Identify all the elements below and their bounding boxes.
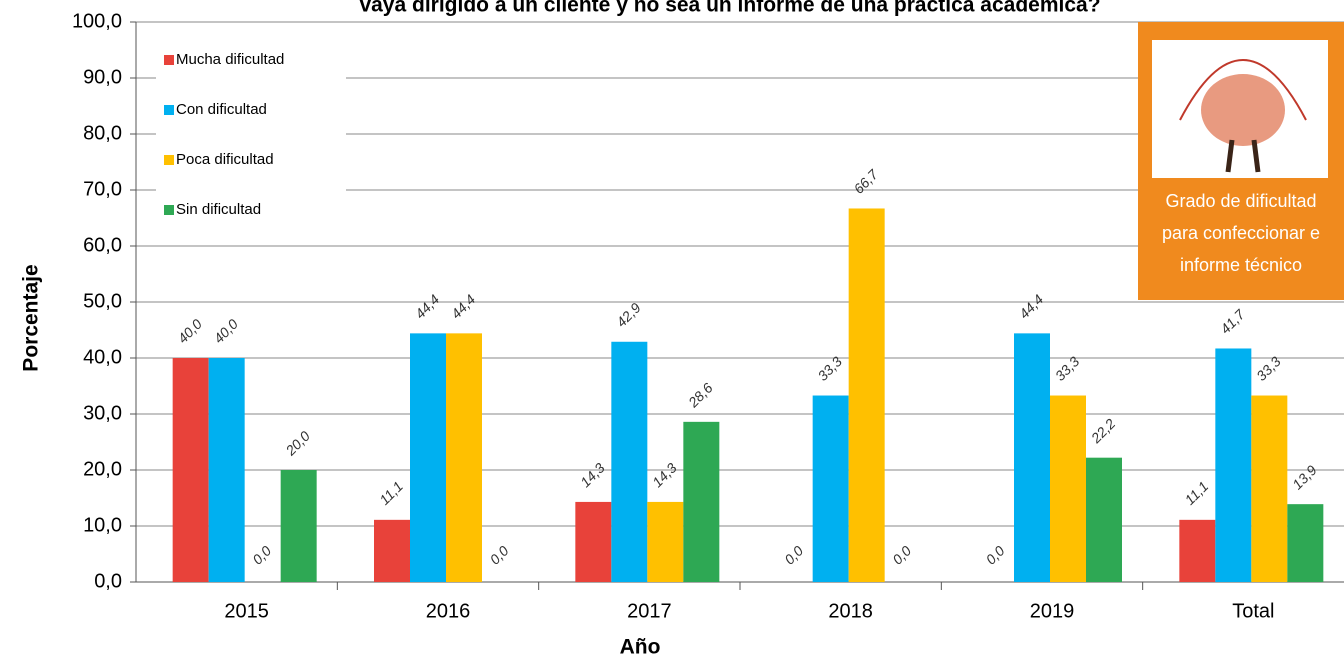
inset-caption: informe técnico — [1180, 255, 1302, 275]
value-label: 0,0 — [249, 542, 274, 567]
value-label: 22,2 — [1087, 415, 1118, 446]
x-tick-label: 2015 — [224, 600, 269, 622]
value-label: 0,0 — [487, 542, 512, 567]
bar — [1086, 458, 1122, 582]
bar — [1287, 504, 1323, 582]
chart-title: vaya dirigido a un cliente y no sea un i… — [359, 0, 1100, 17]
value-label: 0,0 — [781, 542, 806, 567]
y-tick-label: 10,0 — [83, 514, 122, 536]
y-tick-label: 60,0 — [83, 234, 122, 256]
bar — [446, 333, 482, 582]
x-tick-label: 2016 — [426, 600, 471, 622]
legend-swatch — [164, 155, 174, 165]
legend-swatch — [164, 205, 174, 215]
bar — [575, 502, 611, 582]
value-label: 11,1 — [376, 478, 406, 508]
legend-label: Con dificultad — [176, 101, 267, 118]
bar — [647, 502, 683, 582]
legend-swatch — [164, 105, 174, 115]
value-label: 20,0 — [282, 428, 313, 459]
inset-caption: para confeccionar e — [1162, 223, 1320, 243]
y-tick-label: 100,0 — [72, 10, 122, 32]
value-label: 11,1 — [1181, 478, 1211, 508]
y-tick-label: 70,0 — [83, 178, 122, 200]
x-tick-label: 2019 — [1030, 600, 1075, 622]
value-label: 40,0 — [210, 316, 241, 347]
value-label: 14,3 — [649, 460, 680, 491]
value-label: 44,4 — [412, 291, 443, 322]
x-axis-title: Año — [620, 636, 661, 659]
bar — [1050, 396, 1086, 582]
bar — [611, 342, 647, 582]
bar — [1215, 348, 1251, 582]
bar — [849, 208, 885, 582]
inset-brain — [1201, 74, 1285, 146]
x-tick-label: Total — [1232, 600, 1274, 622]
value-label: 66,7 — [850, 165, 881, 196]
bar — [1251, 396, 1287, 582]
y-tick-label: 90,0 — [83, 66, 122, 88]
y-tick-label: 20,0 — [83, 458, 122, 480]
legend-swatch — [164, 55, 174, 65]
legend-label: Sin dificultad — [176, 201, 261, 218]
y-axis-title: Porcentaje — [20, 264, 43, 371]
bar — [374, 520, 410, 582]
y-tick-label: 30,0 — [83, 402, 122, 424]
value-label: 41,7 — [1217, 305, 1248, 336]
y-tick-label: 40,0 — [83, 346, 122, 368]
value-label: 28,6 — [684, 379, 715, 410]
value-label: 14,3 — [577, 460, 608, 491]
legend-label: Mucha dificultad — [176, 51, 284, 68]
chart: vaya dirigido a un cliente y no sea un i… — [0, 0, 1344, 662]
y-tick-label: 0,0 — [94, 570, 122, 592]
x-tick-label: 2018 — [828, 600, 873, 622]
value-label: 13,9 — [1289, 462, 1320, 493]
x-tick-label: 2017 — [627, 600, 672, 622]
legend: Mucha dificultad Con dificultad Poca dific… — [156, 40, 346, 240]
legend-label: Poca dificultad — [176, 151, 274, 168]
bar — [683, 422, 719, 582]
value-label: 40,0 — [174, 316, 205, 347]
bar — [1179, 520, 1215, 582]
bar — [281, 470, 317, 582]
value-label: 44,4 — [448, 291, 479, 322]
bar — [209, 358, 245, 582]
y-tick-label: 80,0 — [83, 122, 122, 144]
bar — [813, 396, 849, 582]
bar — [410, 333, 446, 582]
value-label: 42,9 — [613, 299, 644, 330]
bar — [1014, 333, 1050, 582]
value-label: 0,0 — [983, 542, 1008, 567]
bar — [173, 358, 209, 582]
value-label: 44,4 — [1016, 291, 1047, 322]
y-tick-label: 50,0 — [83, 290, 122, 312]
value-label: 0,0 — [889, 542, 914, 567]
inset-caption: Grado de dificultad — [1165, 191, 1316, 211]
